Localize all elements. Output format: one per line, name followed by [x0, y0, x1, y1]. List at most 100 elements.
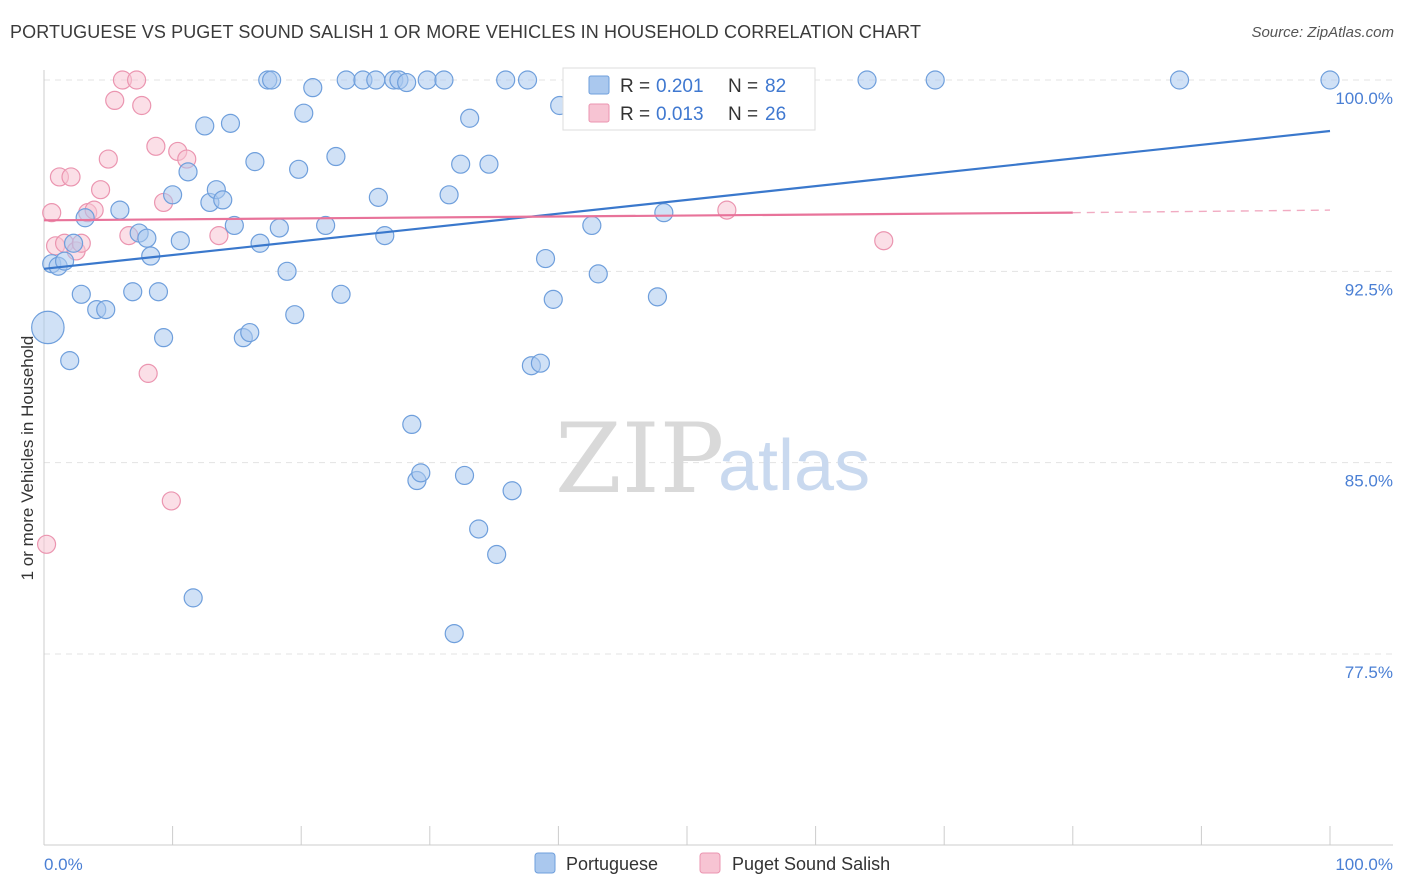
- puget-point-10: [90, 180, 111, 200]
- portuguese-point-31: [262, 70, 282, 90]
- portuguese-point-77: [857, 70, 877, 90]
- axes: [43, 70, 1393, 846]
- puget-point-1: [42, 203, 62, 223]
- puget-point-12: [105, 90, 125, 111]
- portuguese-point-51: [411, 463, 431, 483]
- portuguese-point-19: [178, 162, 198, 182]
- legend-n-portuguese: 82: [765, 76, 786, 97]
- portuguese-point-71: [588, 264, 608, 284]
- portuguese-point-59: [479, 154, 499, 174]
- puget-point-0: [36, 534, 57, 554]
- portuguese-point-70: [582, 215, 602, 236]
- portuguese-point-81: [444, 623, 464, 644]
- portuguese-point-79: [1169, 70, 1190, 90]
- portuguese-point-53: [434, 70, 454, 90]
- portuguese-point-0: [31, 310, 65, 345]
- y-tick-labels: 77.5% 85.0% 92.5% 100.0%: [1335, 89, 1393, 682]
- y-tick-label-1: 85.0%: [1345, 472, 1393, 491]
- legend-swatch-portuguese: [588, 75, 610, 95]
- puget-point-24: [717, 200, 737, 220]
- trend-lines: [43, 129, 1331, 270]
- portuguese-point-4: [60, 351, 80, 371]
- legend-r-puget: 0.013: [656, 104, 704, 125]
- portuguese-point-60: [487, 544, 507, 565]
- portuguese-point-40: [331, 284, 351, 304]
- puget-trend-line: [43, 211, 1073, 222]
- portuguese-point-45: [375, 226, 395, 246]
- portuguese-point-80: [1320, 70, 1340, 90]
- bottom-legend-puget: Puget Sound Salish: [732, 854, 890, 874]
- puget-point-15: [126, 70, 147, 90]
- portuguese-point-24: [220, 113, 241, 133]
- source-label: Source: ZipAtlas.com: [1251, 24, 1394, 41]
- watermark-zip: ZIP: [555, 403, 724, 515]
- portuguese-point-61: [496, 70, 516, 90]
- y-tick-label-2: 92.5%: [1345, 280, 1393, 299]
- legend-r-label: R =: [620, 76, 650, 97]
- puget-point-5: [61, 167, 81, 187]
- puget-point-11: [98, 149, 118, 169]
- puget-point-23: [209, 226, 229, 246]
- portuguese-point-37: [303, 78, 323, 98]
- portuguese-point-49: [402, 414, 422, 434]
- portuguese-point-58: [469, 519, 489, 539]
- portuguese-point-7: [75, 208, 95, 228]
- watermark-atlas: atlas: [718, 426, 870, 506]
- bottom-legend-portuguese: Portuguese: [566, 854, 658, 874]
- portuguese-point-35: [289, 159, 309, 179]
- x-tick-label-0: 0.0%: [44, 855, 83, 874]
- portuguese-point-13: [137, 228, 157, 248]
- legend-r-portuguese: 0.201: [656, 76, 704, 97]
- legend-swatch-puget: [588, 103, 610, 123]
- series-legend: Portuguese Puget Sound Salish: [534, 852, 890, 874]
- portuguese-point-15: [148, 282, 169, 302]
- portuguese-point-63: [517, 70, 538, 90]
- portuguese-point-48: [397, 72, 417, 93]
- portuguese-point-16: [153, 328, 174, 348]
- portuguese-point-34: [285, 305, 305, 325]
- portuguese-point-33: [277, 261, 297, 281]
- portuguese-point-18: [170, 231, 190, 251]
- portuguese-point-28: [245, 152, 265, 172]
- puget-point-18: [146, 136, 166, 156]
- portuguese-point-39: [326, 146, 346, 167]
- portuguese-point-54: [439, 185, 459, 205]
- portuguese-point-5: [63, 233, 84, 253]
- watermark: ZIP atlas: [555, 403, 870, 515]
- y-tick-label-0: 77.5%: [1345, 663, 1393, 682]
- portuguese-point-78: [925, 70, 945, 90]
- portuguese-point-9: [96, 300, 116, 320]
- portuguese-point-55: [451, 154, 471, 174]
- portuguese-point-32: [269, 218, 289, 238]
- legend-n-label: N =: [728, 76, 758, 97]
- portuguese-point-52: [417, 70, 437, 90]
- portuguese-point-65: [530, 353, 550, 373]
- portuguese-point-41: [336, 70, 356, 90]
- portuguese-point-20: [195, 116, 215, 136]
- gridlines: [44, 79, 1393, 655]
- portuguese-point-25: [224, 215, 244, 236]
- portuguese-point-17: [163, 185, 183, 205]
- x-tick-label-100: 100.0%: [1335, 855, 1393, 874]
- puget-point-25: [874, 231, 894, 251]
- portuguese-point-23: [213, 190, 233, 210]
- portuguese-point-62: [502, 481, 522, 501]
- chart-title: PORTUGUESE VS PUGET SOUND SALISH 1 OR MO…: [10, 22, 922, 42]
- portuguese-point-44: [368, 187, 388, 207]
- portuguese-points: [31, 70, 1340, 644]
- y-tick-label-3: 100.0%: [1335, 89, 1393, 108]
- puget-point-17: [138, 363, 158, 383]
- x-tick-labels: 0.0% 100.0%: [44, 855, 1393, 874]
- portuguese-point-11: [123, 282, 143, 302]
- portuguese-point-73: [647, 287, 668, 307]
- portuguese-point-56: [454, 465, 475, 486]
- portuguese-point-29: [250, 233, 270, 253]
- puget-trend-extension: [1072, 209, 1331, 214]
- portuguese-point-66: [535, 248, 556, 269]
- legend-n-puget: 26: [765, 104, 786, 125]
- legend-r-label: R =: [620, 104, 650, 125]
- portuguese-point-10: [110, 200, 130, 220]
- bottom-legend-swatch-puget: [699, 852, 721, 874]
- puget-point-16: [132, 95, 152, 116]
